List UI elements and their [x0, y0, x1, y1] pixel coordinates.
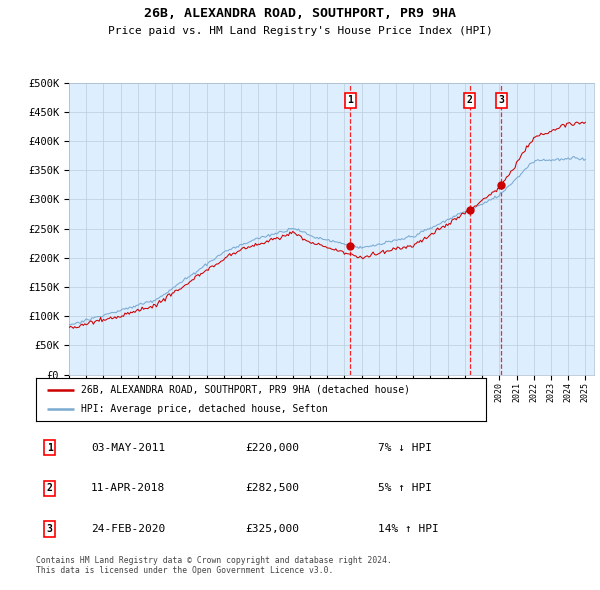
- Text: 26B, ALEXANDRA ROAD, SOUTHPORT, PR9 9HA: 26B, ALEXANDRA ROAD, SOUTHPORT, PR9 9HA: [144, 7, 456, 20]
- Text: 5% ↑ HPI: 5% ↑ HPI: [378, 483, 432, 493]
- Text: 26B, ALEXANDRA ROAD, SOUTHPORT, PR9 9HA (detached house): 26B, ALEXANDRA ROAD, SOUTHPORT, PR9 9HA …: [81, 385, 410, 395]
- Text: 3: 3: [499, 95, 505, 105]
- Text: £220,000: £220,000: [246, 442, 300, 453]
- Text: 2: 2: [47, 483, 53, 493]
- Text: 24-FEB-2020: 24-FEB-2020: [91, 524, 166, 534]
- Text: £282,500: £282,500: [246, 483, 300, 493]
- Text: 1: 1: [347, 95, 353, 105]
- Text: Contains HM Land Registry data © Crown copyright and database right 2024.
This d: Contains HM Land Registry data © Crown c…: [36, 556, 392, 575]
- Text: 7% ↓ HPI: 7% ↓ HPI: [378, 442, 432, 453]
- Text: 14% ↑ HPI: 14% ↑ HPI: [378, 524, 439, 534]
- Text: £325,000: £325,000: [246, 524, 300, 534]
- Text: 3: 3: [47, 524, 53, 534]
- Text: 11-APR-2018: 11-APR-2018: [91, 483, 166, 493]
- Text: Price paid vs. HM Land Registry's House Price Index (HPI): Price paid vs. HM Land Registry's House …: [107, 26, 493, 36]
- Text: 2: 2: [467, 95, 473, 105]
- Text: 03-MAY-2011: 03-MAY-2011: [91, 442, 166, 453]
- Text: 1: 1: [47, 442, 53, 453]
- Text: HPI: Average price, detached house, Sefton: HPI: Average price, detached house, Seft…: [81, 404, 328, 414]
